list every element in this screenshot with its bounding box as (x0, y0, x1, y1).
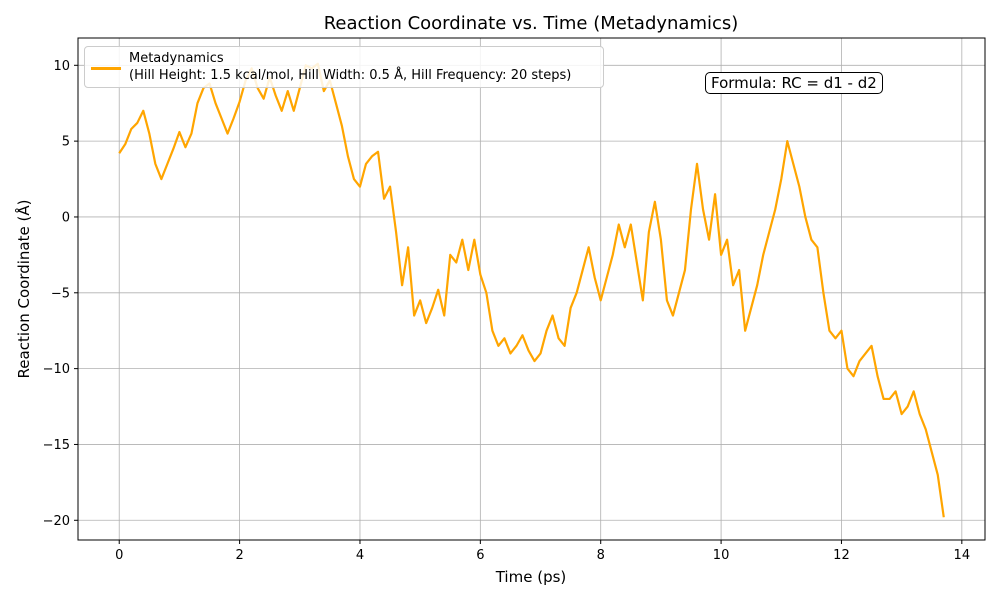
data-line (118, 62, 945, 518)
x-tick-label: 2 (235, 548, 243, 563)
legend: Metadynamics (Hill Height: 1.5 kcal/mol,… (84, 46, 604, 88)
x-tick-label: 0 (115, 548, 123, 563)
y-tick-label: −5 (51, 286, 70, 301)
x-tick-label: 6 (476, 548, 484, 563)
y-tick-label: 5 (62, 135, 70, 150)
annotation: Formula: RC = d1 - d2 (705, 72, 883, 94)
y-tick-label: 0 (62, 210, 70, 225)
x-tick-label: 12 (833, 548, 850, 563)
plot-frame (77, 37, 986, 541)
y-tick-label: −20 (43, 514, 70, 529)
legend-swatch (91, 67, 121, 70)
y-tick-label: −15 (43, 438, 70, 453)
x-tick-label: 14 (954, 548, 971, 563)
x-tick-label: 4 (356, 548, 364, 563)
x-tick-label: 10 (713, 548, 730, 563)
x-tick-label: 8 (597, 548, 605, 563)
y-tick-label: 10 (53, 59, 70, 74)
chart-title: Reaction Coordinate vs. Time (Metadynami… (324, 13, 739, 34)
y-tick-label: −10 (43, 362, 70, 377)
y-axis-label: Reaction Coordinate (Å) (14, 200, 33, 379)
x-axis-label: Time (ps) (495, 568, 567, 586)
legend-label: Metadynamics (Hill Height: 1.5 kcal/mol,… (129, 51, 572, 83)
